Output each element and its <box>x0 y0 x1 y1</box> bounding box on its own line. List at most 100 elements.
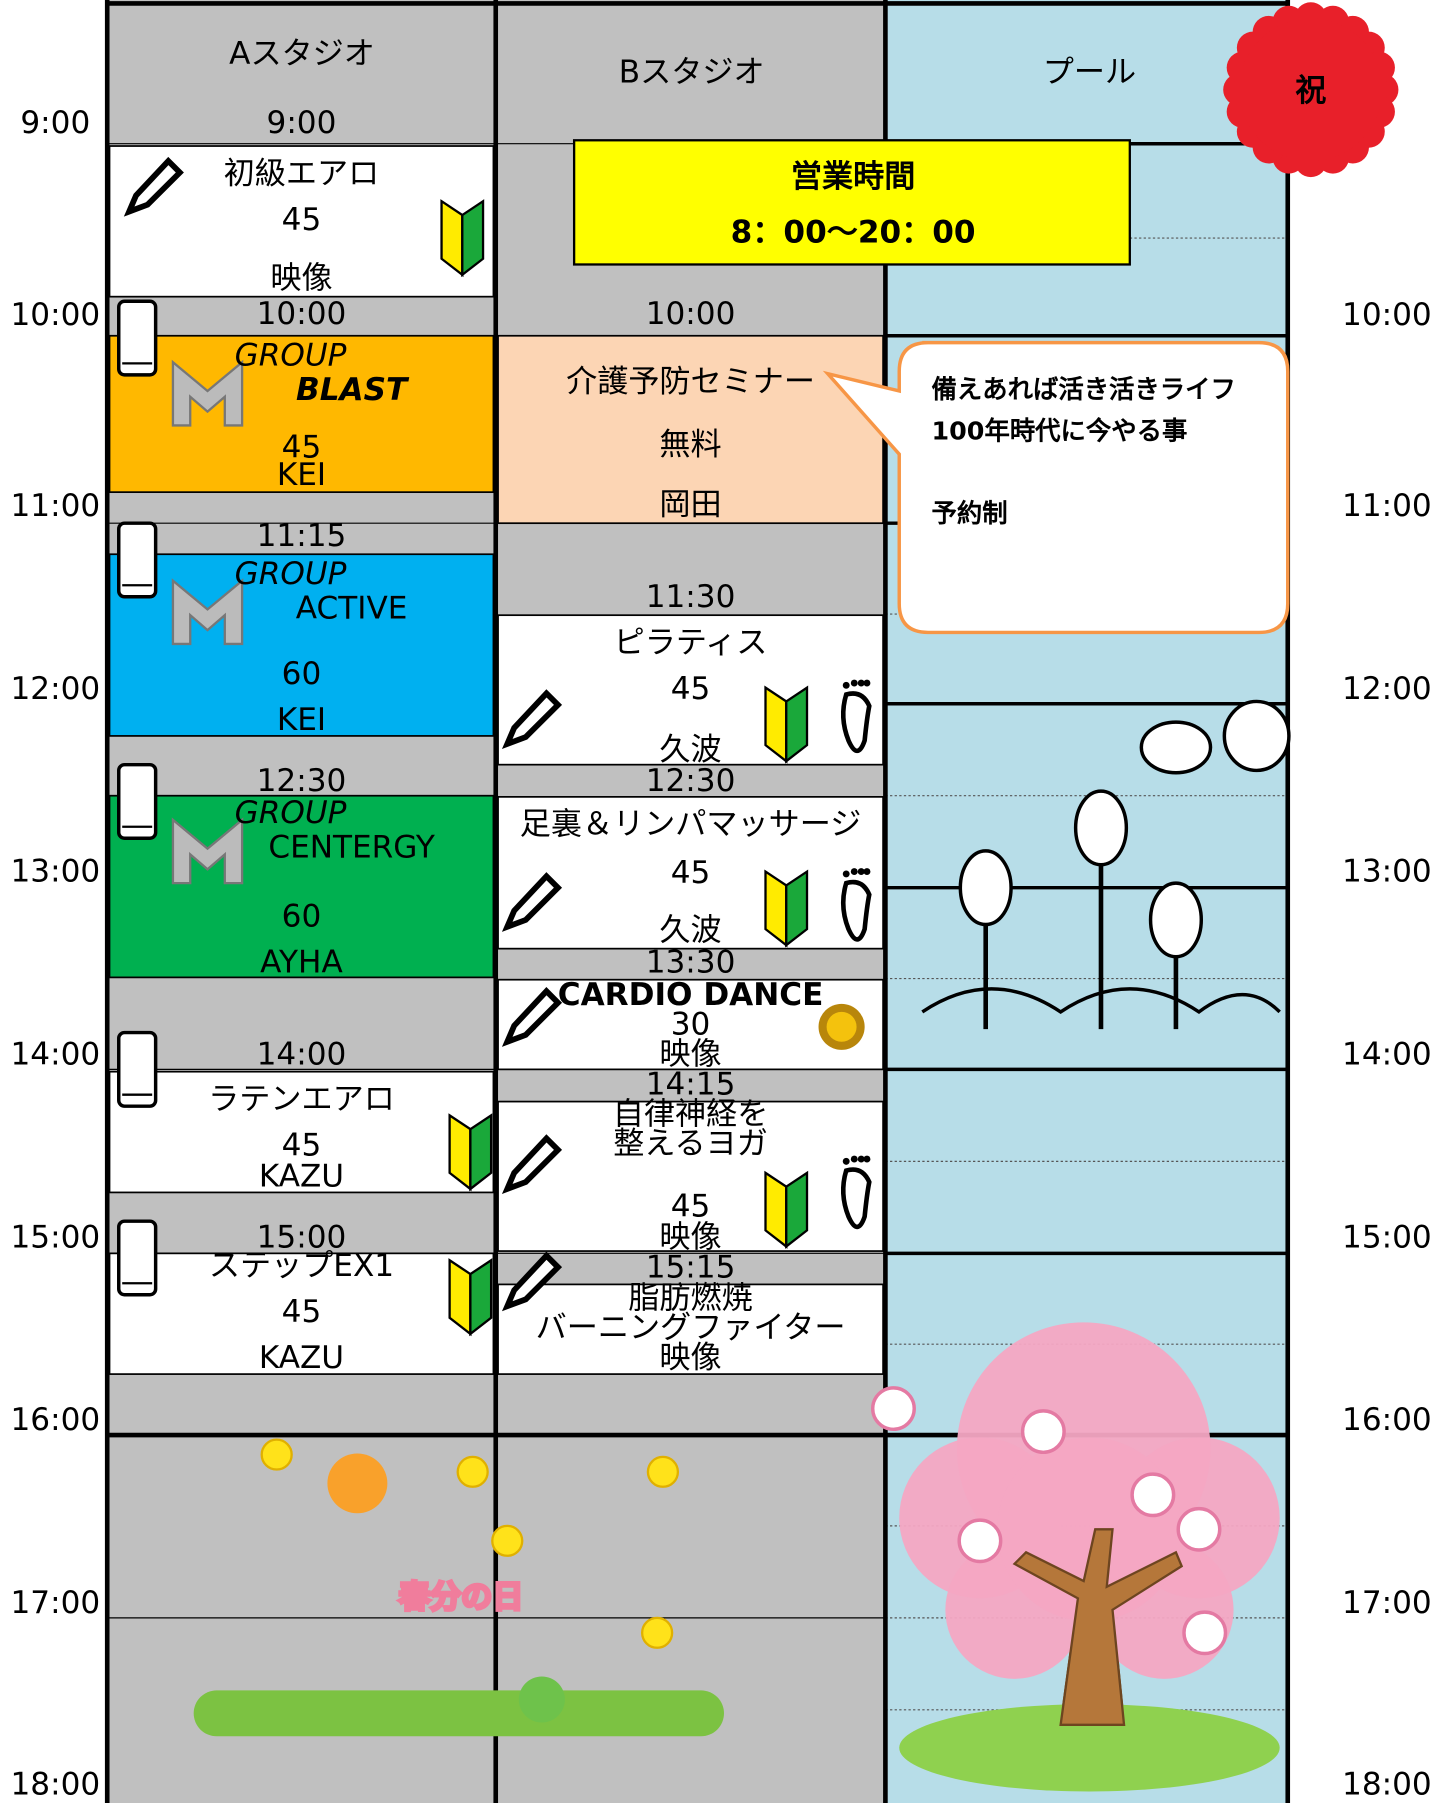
holiday-title: 春分の日 <box>399 1579 523 1615</box>
logo-mark <box>171 578 244 646</box>
class-time: 12:30 <box>646 763 736 799</box>
time-label-right: 10:00 <box>1342 297 1432 333</box>
class-instructor: 映像 <box>659 1340 721 1376</box>
class-name: ラテンエアロ <box>208 1081 395 1117</box>
class-logo: CENTERGY <box>268 830 436 866</box>
notice-hours: 8：00～20：00 <box>731 214 976 250</box>
time-label-right: 11:00 <box>1342 488 1432 524</box>
logo-mark <box>171 817 244 885</box>
foot-icon <box>857 1155 865 1163</box>
class-instructor: KAZU <box>259 1340 344 1376</box>
class-name: ステップEX1 <box>209 1248 394 1284</box>
time-label-left: 11:00 <box>10 488 100 524</box>
class-block <box>497 334 884 525</box>
column-header: プール <box>1043 55 1136 91</box>
plant-head <box>1148 881 1204 959</box>
class-duration: 60 <box>282 656 322 692</box>
time-label-right: 13:00 <box>1342 854 1432 890</box>
foot-icon <box>850 868 858 876</box>
class-block <box>108 1252 495 1375</box>
beginner-mark <box>469 1113 493 1192</box>
class-instructor: KEI <box>277 702 326 738</box>
logo-prefix: GROUP <box>235 556 347 592</box>
class-time: 14:00 <box>257 1037 347 1073</box>
time-label-left: 12:00 <box>10 671 100 707</box>
butterfly <box>1139 720 1213 775</box>
class-duration: 45 <box>671 671 711 707</box>
class-time: 15:00 <box>257 1219 347 1255</box>
foot-icon <box>840 691 872 754</box>
class-duration: 30 <box>671 1007 711 1043</box>
bubble-line: 100年時代に今やる事 <box>931 417 1188 447</box>
class-time: 15:15 <box>646 1249 736 1285</box>
class-time: 12:30 <box>257 763 347 799</box>
frog-decoration <box>518 1676 565 1723</box>
time-label-right: 16:00 <box>1342 1402 1432 1438</box>
column-header: Bスタジオ <box>619 55 765 91</box>
phone-icon <box>117 762 158 840</box>
class-time: 10:00 <box>257 296 347 332</box>
class-instructor: 映像 <box>659 1037 721 1073</box>
class-instructor: KEI <box>277 457 326 493</box>
class-instructor: AYHA <box>260 945 343 981</box>
foot-icon <box>850 1155 858 1163</box>
class-instructor: 久波 <box>659 732 721 768</box>
phone-icon <box>117 1030 158 1108</box>
pencil-icon <box>501 1251 563 1312</box>
class-time: 10:00 <box>646 296 736 332</box>
flower-decoration <box>646 1455 680 1488</box>
bubble-lines: 備えあれば活き活きライフ 100年時代に今やる事 予約制 <box>932 370 1241 536</box>
time-label-left: 9:00 <box>20 105 90 141</box>
flower-decoration <box>456 1455 489 1488</box>
foot-icon <box>840 1167 872 1230</box>
class-duration: 45 <box>671 1188 711 1224</box>
time-label-right: 17:00 <box>1342 1585 1432 1621</box>
class-time: 11:15 <box>257 518 347 554</box>
class-name-lines: 自律神経を <box>613 1096 769 1132</box>
phone-icon <box>117 521 158 599</box>
class-instructor: 映像 <box>659 1219 721 1255</box>
foot-icon <box>863 868 871 876</box>
foot-icon <box>857 868 865 876</box>
pencil-icon <box>501 987 563 1047</box>
flower-decoration <box>260 1438 293 1471</box>
class-name-lines: 脂肪燃焼 <box>628 1280 752 1316</box>
class-duration: 45 <box>671 855 711 891</box>
sun-decoration <box>327 1453 388 1514</box>
notice-box <box>572 139 1131 266</box>
class-name: CARDIO DANCE <box>558 977 824 1013</box>
class-duration: 45 <box>282 1127 322 1163</box>
pencil-icon <box>501 872 563 932</box>
pencil-icon <box>501 1134 563 1195</box>
class-note: 無料 <box>659 427 721 463</box>
class-instructor: 岡田 <box>659 487 721 523</box>
foot-icon <box>840 879 872 942</box>
blossom-flower <box>957 1518 1003 1564</box>
time-label-left: 13:00 <box>10 854 100 890</box>
foot-icon <box>857 679 865 687</box>
class-block <box>497 1283 884 1375</box>
blossom-flower <box>1182 1610 1228 1656</box>
class-name: ピラティス <box>614 625 768 661</box>
time-label-left: 10:00 <box>10 297 100 333</box>
class-instructor: KAZU <box>259 1158 344 1194</box>
class-name-lines: 整えるヨガ <box>613 1126 768 1162</box>
bubble-line: 予約制 <box>931 500 1008 529</box>
class-block <box>497 1100 884 1252</box>
class-time: 14:15 <box>646 1067 736 1103</box>
foot-icon <box>863 679 871 687</box>
class-block <box>497 614 884 766</box>
time-label-left: 16:00 <box>10 1402 100 1438</box>
blossom-flower <box>1020 1409 1066 1455</box>
grass <box>899 1704 1280 1792</box>
foot-icon <box>863 1155 871 1163</box>
blossom-flower <box>1176 1506 1222 1552</box>
beginner-mark <box>461 199 485 278</box>
time-label-left: 14:00 <box>10 1037 100 1073</box>
time-label-right: 14:00 <box>1342 1037 1432 1073</box>
plant-head <box>1073 789 1129 867</box>
logo-prefix: GROUP <box>235 795 347 831</box>
class-duration: 45 <box>282 1294 322 1330</box>
beginner-mark <box>785 685 809 764</box>
